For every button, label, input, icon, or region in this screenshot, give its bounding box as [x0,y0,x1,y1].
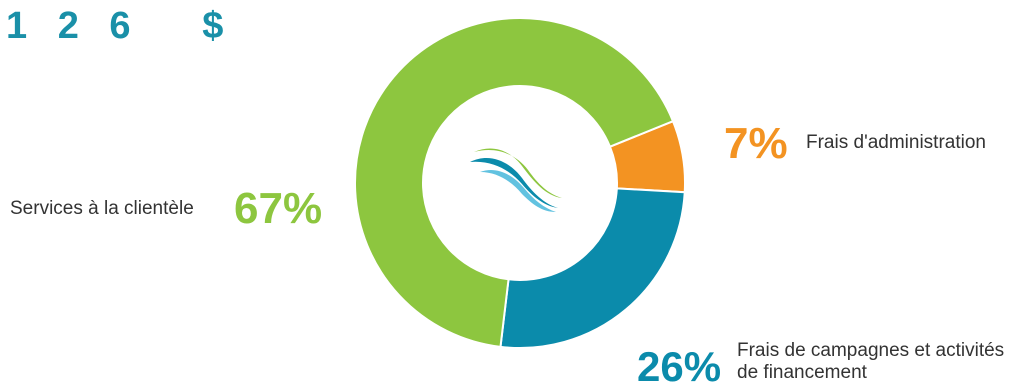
logo-stroke-light-blue [480,169,556,212]
logo-stroke-green [474,148,562,198]
donut-slice-2 [354,17,675,348]
headline-amount: 1 2 6 $ [6,5,234,47]
campaigns-category-label: Frais de campagnes et activités de finan… [737,340,1005,383]
wave-logo-icon [470,148,562,212]
campaigns-percent-label: 26% [637,343,722,390]
donut-slices [354,17,686,349]
admin-category-label: Frais d'administration [806,132,986,153]
admin-percent-label: 7% [724,119,788,168]
donut-slice-1 [499,187,686,349]
logo-stroke-blue [470,157,558,208]
services-percent-label: 67% [234,184,323,233]
services-category-label: Services à la clientèle [10,198,194,219]
